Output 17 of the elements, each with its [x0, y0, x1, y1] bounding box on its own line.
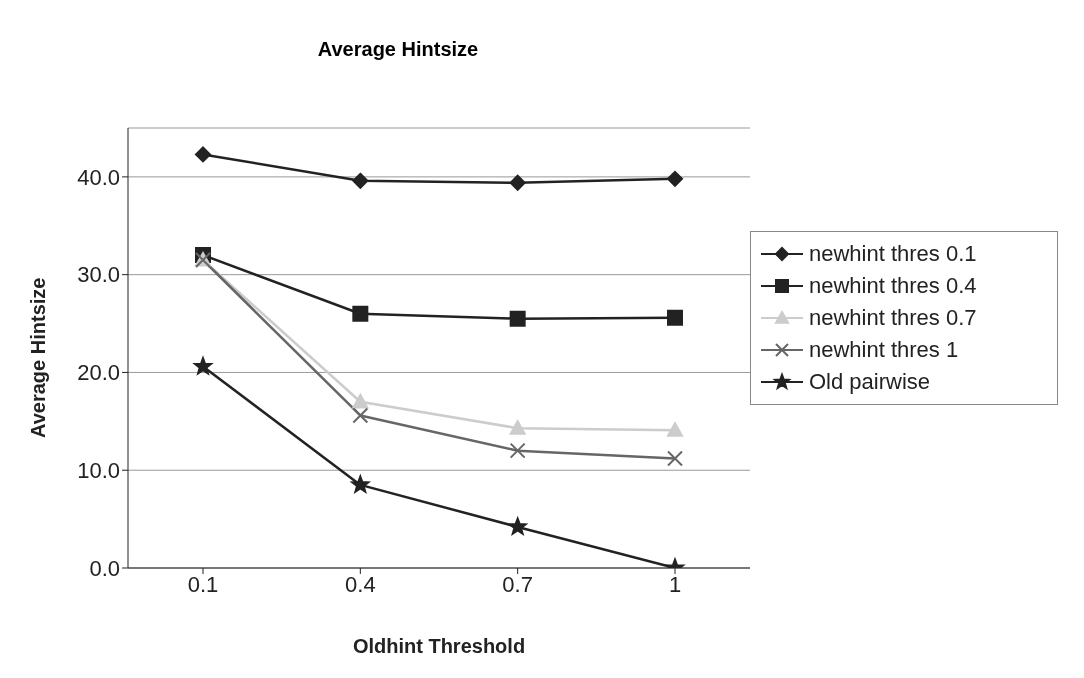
y-axis-title: Average Hintsize — [27, 277, 50, 438]
x-tick-label: 1 — [668, 571, 682, 597]
x-tick-label: 0.1 — [187, 571, 219, 597]
legend-label: newhint thres 0.1 — [809, 241, 977, 267]
y-tick-label: 10.0 — [77, 458, 120, 484]
legend-label: Old pairwise — [809, 369, 931, 395]
y-tick-label: 30.0 — [77, 262, 120, 288]
legend-label: newhint thres 0.7 — [809, 305, 977, 331]
y-tick-label: 20.0 — [77, 360, 120, 386]
chart-title: Average Hintsize — [316, 37, 480, 62]
legend-label: newhint thres 0.4 — [809, 273, 977, 299]
legend-label: newhint thres 1 — [809, 337, 959, 363]
x-tick-label: 0.4 — [345, 571, 376, 597]
x-axis-title: Oldhint Threshold — [352, 635, 526, 657]
y-tick-label: 40.0 — [77, 164, 120, 190]
x-tick-label: 0.7 — [502, 571, 533, 597]
y-tick-label: 0.0 — [89, 555, 120, 581]
